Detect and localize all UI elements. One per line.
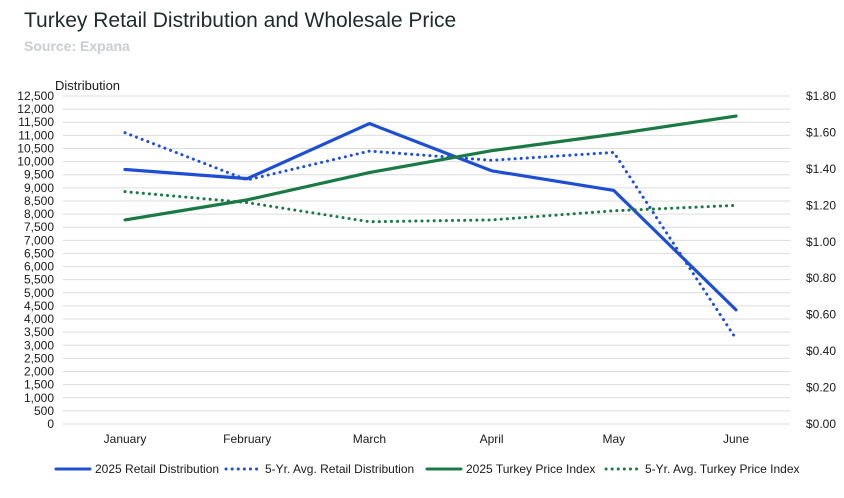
y-tick-label: 3,500 xyxy=(24,325,54,339)
y2-tick-label: $0.40 xyxy=(806,344,836,358)
y-tick-label: 4,500 xyxy=(24,299,54,313)
chart-subtitle: Source: Expana xyxy=(24,38,130,54)
y-tick-label: 3,000 xyxy=(24,338,54,352)
y2-tick-label: $1.20 xyxy=(806,198,836,212)
y-tick-label: 4,000 xyxy=(24,312,54,326)
y2-tick-label: $0.00 xyxy=(806,417,836,431)
y-tick-label: 11,000 xyxy=(18,128,54,142)
series-line-2 xyxy=(123,131,738,341)
y-tick-label: 5,500 xyxy=(24,273,54,287)
y-tick-label: 500 xyxy=(34,404,54,418)
y-tick-label: 9,000 xyxy=(24,181,54,195)
y2-tick-label: $1.00 xyxy=(806,235,836,249)
legend-label: 5-Yr. Avg. Turkey Price Index xyxy=(645,462,800,476)
legend-label: 5-Yr. Avg. Retail Distribution xyxy=(265,462,414,476)
x-tick-label: January xyxy=(104,432,147,446)
y-tick-label: 12,000 xyxy=(17,102,54,116)
x-tick-label: February xyxy=(223,432,271,446)
left-axis: 05001,0001,5002,0002,5003,0003,5004,0004… xyxy=(17,89,54,431)
y2-tick-label: $1.60 xyxy=(806,125,836,139)
legend: 2025 Retail Distribution 5-Yr. Avg. Retai… xyxy=(54,462,800,476)
right-axis: $0.00 $0.20 $0.40 $0.60 $0.80 $1.00 $1.20 $1.40… xyxy=(806,89,836,431)
y-tick-label: 9,500 xyxy=(24,168,54,182)
x-tick-label: April xyxy=(480,432,504,446)
series-line-4 xyxy=(123,190,738,224)
y-tick-label: 2,000 xyxy=(24,365,54,379)
y2-tick-label: $0.80 xyxy=(806,271,836,285)
y-tick-label: 8,000 xyxy=(24,207,54,221)
y-tick-label: 7,500 xyxy=(24,220,54,234)
y-tick-label: 1,000 xyxy=(24,391,54,405)
y-tick-label: 12,500 xyxy=(17,89,54,103)
y-tick-label: 7,000 xyxy=(24,233,54,247)
x-tick-label: June xyxy=(723,432,749,446)
y-tick-label: 10,500 xyxy=(17,141,54,155)
series-lines xyxy=(123,114,738,341)
series-line-3 xyxy=(123,114,738,222)
gridlines xyxy=(63,95,790,425)
y-tick-label: 6,000 xyxy=(24,260,54,274)
y-tick-label: 1,500 xyxy=(24,378,54,392)
series-line-1 xyxy=(123,121,738,312)
x-tick-label: March xyxy=(353,432,386,446)
chart-title: Turkey Retail Distribution and Wholesale… xyxy=(24,9,457,32)
y-tick-label: 6,500 xyxy=(24,246,54,260)
y-axis-label: Distribution xyxy=(55,78,120,93)
y-tick-label: 11,500 xyxy=(18,115,54,129)
y-tick-label: 5,000 xyxy=(24,286,54,300)
y-tick-label: 10,000 xyxy=(17,155,54,169)
y-tick-label: 8,500 xyxy=(24,194,54,208)
legend-label: 2025 Retail Distribution xyxy=(95,462,219,476)
y2-tick-label: $1.80 xyxy=(806,89,836,103)
x-axis: January February March April May June xyxy=(104,432,750,446)
y-tick-label: 2,500 xyxy=(24,351,54,365)
y2-tick-label: $1.40 xyxy=(806,162,836,176)
y2-tick-label: $0.60 xyxy=(806,308,836,322)
y2-tick-label: $0.20 xyxy=(806,381,836,395)
y-tick-label: 0 xyxy=(47,417,54,431)
x-tick-label: May xyxy=(602,432,625,446)
legend-label: 2025 Turkey Price Index xyxy=(466,462,595,476)
